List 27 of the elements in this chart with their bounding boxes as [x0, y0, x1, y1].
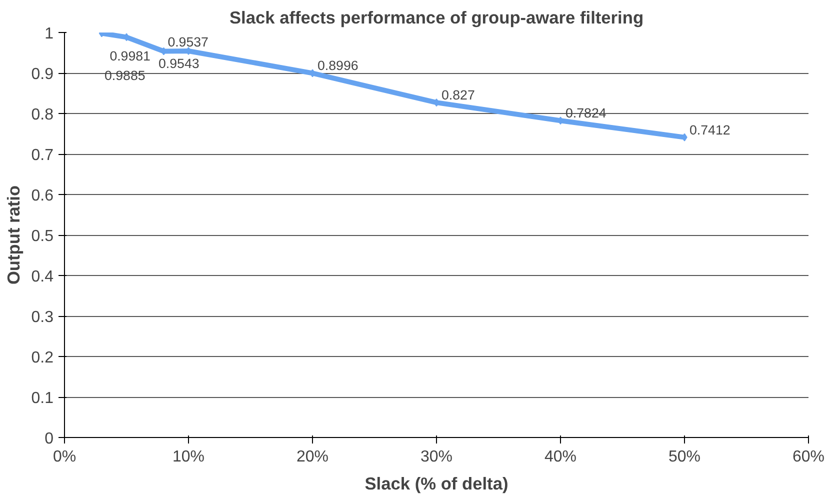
- y-tick-label: 0.8: [31, 106, 54, 124]
- y-tick-label: 0.5: [31, 228, 54, 245]
- x-tick-label: 40%: [544, 448, 577, 466]
- x-tick-label: 60%: [792, 448, 825, 466]
- y-axis-title: Output ratio: [3, 185, 24, 285]
- data-label: 0.7412: [690, 122, 730, 138]
- data-label: 0.8996: [318, 58, 358, 74]
- chart-title: Slack affects performance of group-aware filtering: [229, 8, 644, 28]
- data-label: 0.9981: [110, 48, 150, 64]
- x-tick-label: 0%: [52, 448, 76, 466]
- y-tick-label: 0.7: [31, 147, 54, 164]
- y-tick-label: 0: [44, 430, 54, 448]
- x-tick-label: 10%: [172, 448, 205, 466]
- y-tick-label: 0.9: [31, 66, 54, 83]
- y-tick-label: 0.6: [31, 188, 54, 204]
- x-tick-label: 50%: [668, 448, 701, 466]
- data-label: 0.827: [442, 88, 475, 103]
- data-label: 0.9537: [168, 34, 208, 50]
- x-tick-label: 30%: [420, 448, 453, 466]
- y-tick-label: 0.2: [31, 350, 54, 366]
- data-label: 0.9543: [158, 56, 200, 72]
- y-tick-label: 0.3: [31, 309, 54, 326]
- y-tick-label: 0.1: [31, 390, 54, 407]
- y-tick-label: 0.4: [31, 268, 54, 286]
- x-tick-label: 20%: [296, 448, 329, 466]
- x-axis-title: Slack (% of delta): [364, 474, 508, 494]
- y-tick-label: 1: [44, 26, 54, 42]
